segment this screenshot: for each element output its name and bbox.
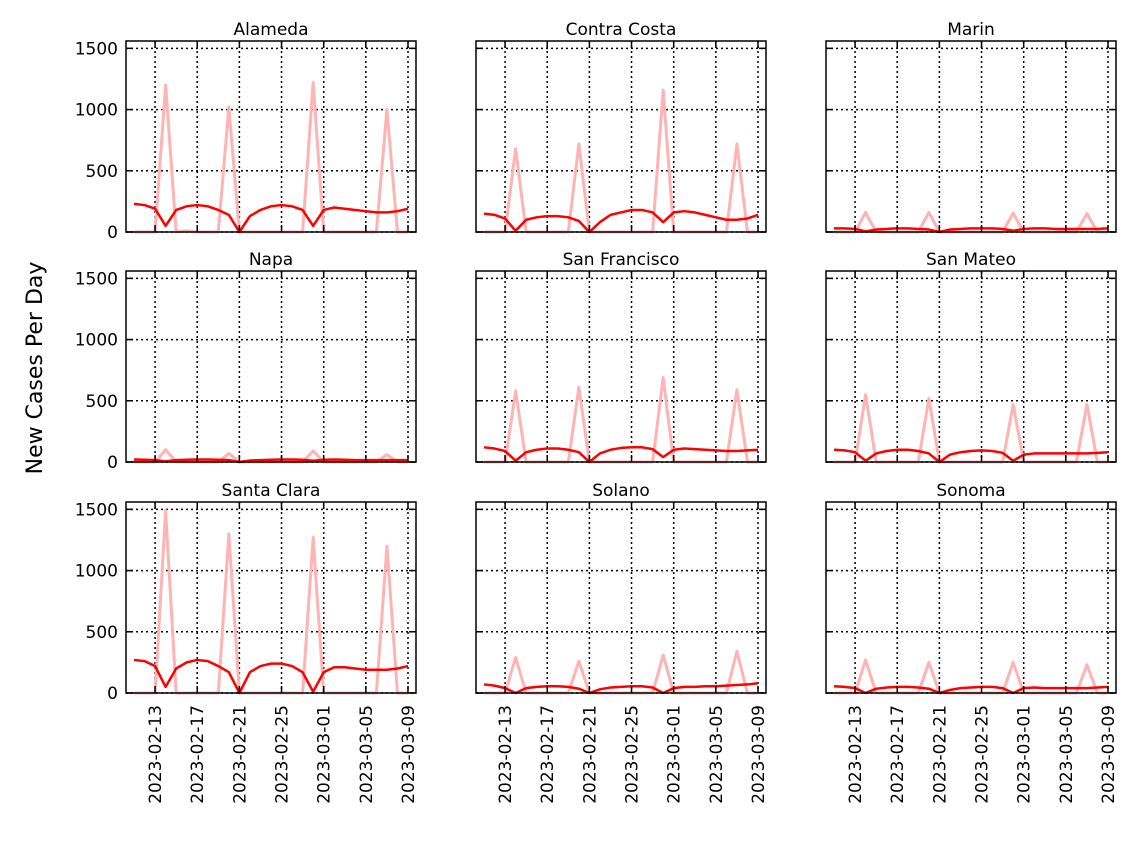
x-tick-label: 2023-03-05 [1057,705,1077,804]
y-tick-label: 1500 [75,39,118,59]
series-smooth-line [834,227,1109,234]
x-tick-label: 2023-02-25 [273,705,293,804]
panel-title: Napa [249,250,293,270]
axes-frame [825,501,1117,694]
x-tick-label: 2023-02-17 [538,705,558,804]
x-tick-label: 2023-02-21 [580,705,600,804]
y-tick-label: 1000 [75,101,118,121]
panel: Napa 0 500 1000 1500 [75,250,417,473]
axes-frame [125,501,417,694]
panel: Marin [825,20,1117,234]
y-axis-label: New Cases Per Day [23,262,48,475]
series-smooth-line [133,458,408,464]
y-tick-label: 1000 [75,331,118,351]
series-smooth-line [133,658,409,695]
panel: Contra Costa [475,20,767,234]
axes-frame [125,40,417,233]
x-tick-label: 2023-03-05 [357,705,377,804]
panel-title: Contra Costa [566,20,677,40]
axes-frame [475,501,767,694]
panel: Santa Clara 0 500 1000 1500 2023-02-13 2023-02… [75,481,419,804]
x-tick-label: 2023-02-25 [623,705,643,804]
panel: Solano 2023-02-13 2023-02-17 2023-02-21 2023… [475,481,769,804]
x-tick-label: 2023-02-21 [930,705,950,804]
panels: Alameda 0 500 1000 1500 Contra Costa Marin Napa… [75,20,1119,804]
x-tick-label: 2023-02-13 [496,705,516,804]
panel-title: Alameda [234,20,309,40]
x-tick-label: 2023-02-13 [846,705,866,804]
y-tick-label: 0 [107,453,118,473]
panel-title: Solano [592,481,650,501]
x-tick-label: 2023-02-17 [188,705,208,804]
series-raw-line [484,88,758,234]
axes-frame [475,270,767,463]
panel: San Francisco [475,250,767,464]
y-tick-label: 0 [107,223,118,243]
series-smooth-line [483,446,759,464]
x-tick-label: 2023-02-13 [146,705,166,804]
y-tick-label: 1500 [75,500,118,520]
series-smooth-line [133,202,409,234]
axes-frame [825,270,1117,463]
panel: San Mateo [825,250,1117,464]
axes-frame [825,40,1117,233]
panel: Alameda 0 500 1000 1500 [75,20,417,243]
axes-frame [125,270,417,463]
x-tick-label: 2023-02-25 [973,705,993,804]
y-tick-label: 1000 [75,562,118,582]
x-tick-label: 2023-03-01 [315,705,335,804]
x-tick-label: 2023-03-05 [707,705,727,804]
axes-frame [475,40,767,233]
panel-title: Marin [947,20,995,40]
panel-title: Sonoma [936,481,1005,501]
series-raw-line [134,509,408,695]
x-tick-label: 2023-03-09 [1099,705,1119,804]
panel-title: Santa Clara [222,481,321,501]
y-tick-label: 500 [86,162,118,182]
panel-title: San Francisco [563,250,680,270]
y-tick-label: 0 [107,684,118,704]
panel: Sonoma 2023-02-13 2023-02-17 2023-02-21 2023… [825,481,1119,804]
y-tick-label: 500 [86,623,118,643]
series-smooth-line [833,448,1109,464]
series-smooth-line [483,681,759,695]
x-tick-label: 2023-03-01 [665,705,685,804]
x-tick-label: 2023-02-17 [888,705,908,804]
panel-title: San Mateo [926,250,1016,270]
y-tick-label: 1500 [75,269,118,289]
x-tick-label: 2023-03-01 [1015,705,1035,804]
x-tick-label: 2023-03-09 [399,705,419,804]
series-smooth-line [483,208,759,234]
x-tick-label: 2023-02-21 [230,705,250,804]
series-smooth-line [833,685,1109,695]
x-tick-label: 2023-03-09 [749,705,769,804]
y-tick-label: 500 [86,392,118,412]
